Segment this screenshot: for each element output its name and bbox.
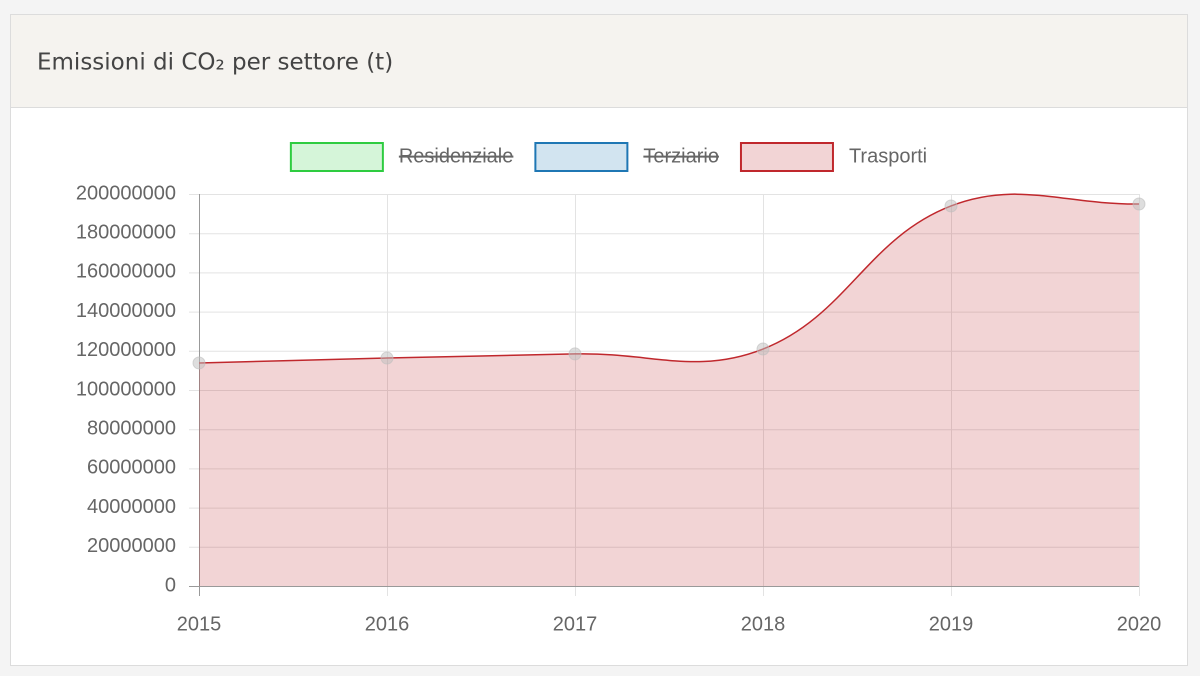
x-tick-label: 2015 <box>177 613 222 635</box>
x-tick-label: 2019 <box>929 613 974 635</box>
legend-swatch <box>534 142 629 172</box>
x-tick-label: 2020 <box>1117 613 1162 635</box>
x-tick-label: 2017 <box>553 613 598 635</box>
legend-label: Trasporti <box>849 145 927 167</box>
y-tick-label: 100000000 <box>76 378 176 400</box>
panel-header <box>11 15 1187 107</box>
panel <box>10 14 1188 666</box>
data-point <box>568 347 582 361</box>
series-line <box>198 193 1140 364</box>
data-point <box>756 342 770 356</box>
legend-swatch <box>739 142 834 172</box>
data-point <box>192 356 206 370</box>
legend-label: Residenziale <box>399 145 514 167</box>
y-tick-label: 40000000 <box>87 496 176 518</box>
y-tick-label: 20000000 <box>87 535 176 557</box>
data-point <box>944 199 958 213</box>
series-area <box>199 194 1139 586</box>
x-tick-label: 2016 <box>365 613 410 635</box>
data-point <box>380 351 394 365</box>
y-tick-label: 160000000 <box>76 261 176 283</box>
y-tick-label: 120000000 <box>76 339 176 361</box>
y-tick-label: 60000000 <box>87 457 176 479</box>
y-tick-label: 140000000 <box>76 300 176 322</box>
legend-swatch <box>289 142 384 172</box>
y-tick-label: 200000000 <box>76 182 176 204</box>
y-tick-label: 0 <box>165 574 176 596</box>
x-tick-label: 2018 <box>741 613 786 635</box>
chart-title: Emissioni di CO₂ per settore (t) <box>37 50 393 76</box>
y-tick-label: 80000000 <box>87 417 176 439</box>
legend-label: Terziario <box>643 145 719 167</box>
data-point <box>1132 197 1146 211</box>
y-tick-label: 180000000 <box>76 221 176 243</box>
